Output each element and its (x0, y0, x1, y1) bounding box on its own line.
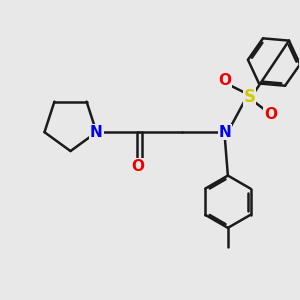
Text: N: N (90, 125, 103, 140)
Text: O: O (218, 73, 231, 88)
Text: N: N (218, 125, 231, 140)
Text: O: O (132, 159, 145, 174)
Text: S: S (243, 88, 255, 106)
Text: O: O (264, 107, 277, 122)
